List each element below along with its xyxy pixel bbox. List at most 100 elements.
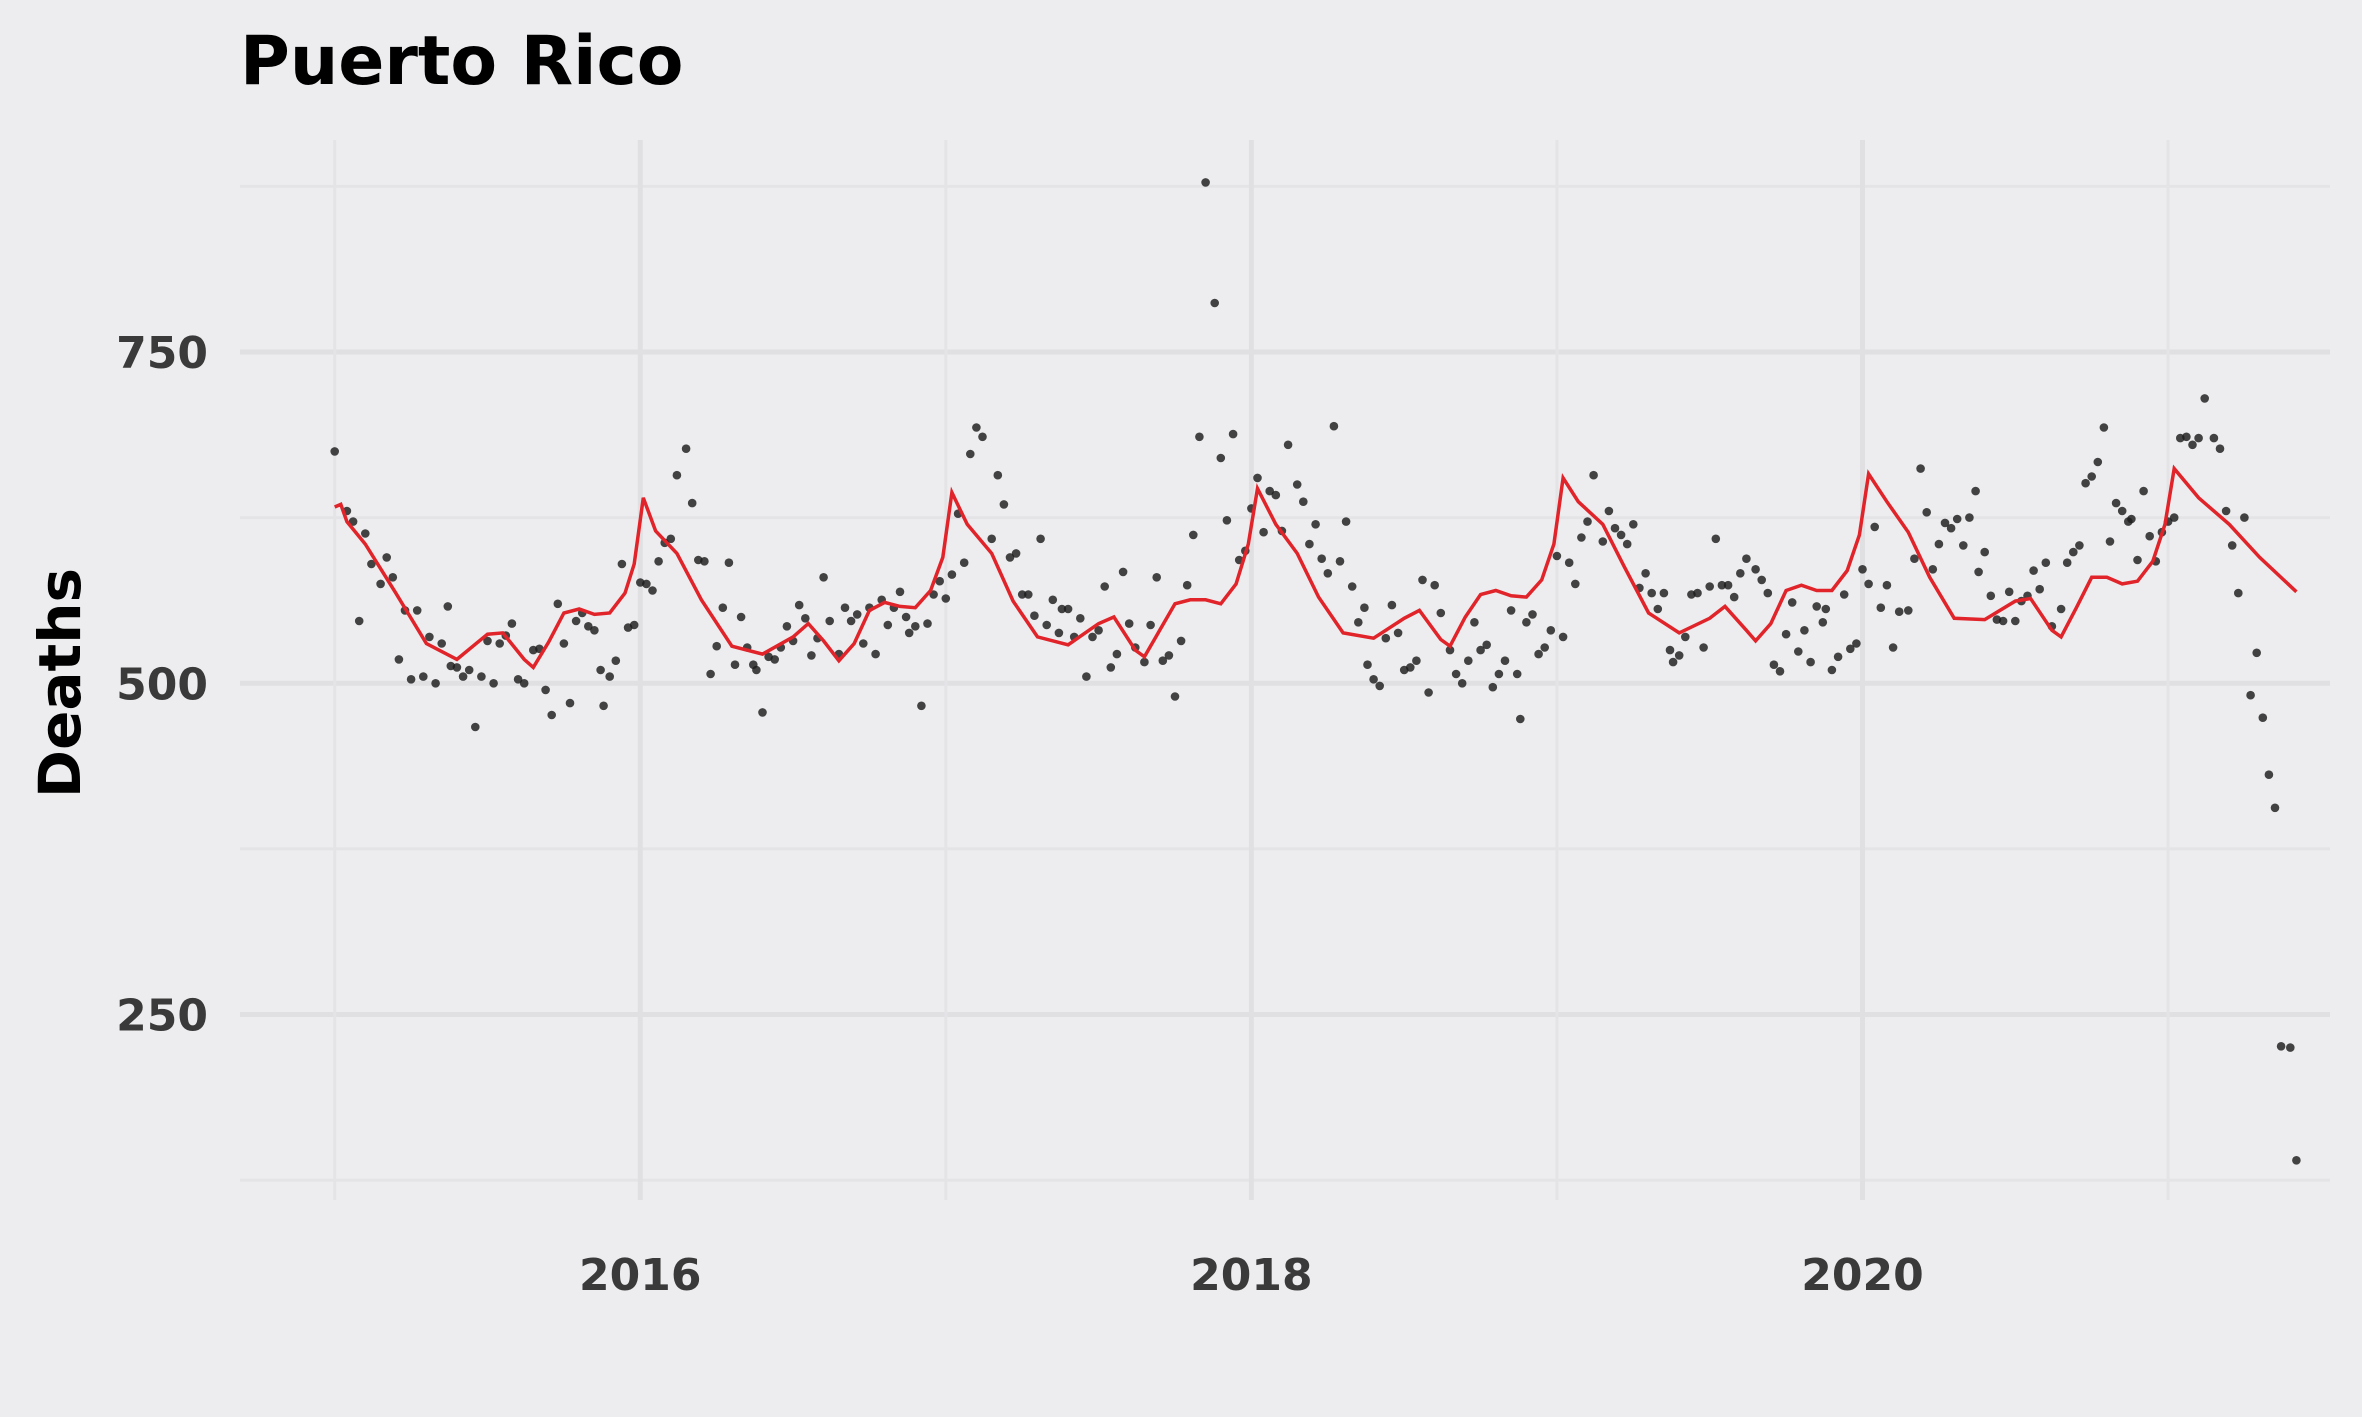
data-point <box>443 602 453 611</box>
data-point <box>1827 665 1837 675</box>
data-point <box>2004 587 2014 597</box>
data-point <box>923 619 932 628</box>
data-point <box>911 622 920 631</box>
data-point <box>1124 619 1134 628</box>
data-point <box>1445 645 1455 655</box>
data-point <box>1812 602 1821 611</box>
grid <box>240 140 2330 1200</box>
data-point <box>1610 523 1620 533</box>
data-point <box>1482 640 1491 650</box>
data-point <box>852 610 862 619</box>
data-point <box>376 579 385 589</box>
data-point <box>1558 632 1568 642</box>
data-point <box>1118 567 1128 577</box>
data-point <box>1506 606 1516 615</box>
data-point <box>1751 565 1760 574</box>
data-point <box>1354 618 1363 627</box>
data-point <box>752 665 761 675</box>
trend-lines <box>334 464 2298 671</box>
data-point <box>929 590 938 599</box>
data-point <box>883 620 893 630</box>
data-point <box>758 708 767 717</box>
data-point <box>1534 649 1543 659</box>
data-point <box>1818 618 1828 627</box>
data-point <box>1094 626 1103 635</box>
data-point <box>1852 639 1861 648</box>
data-point <box>2035 584 2044 594</box>
data-point <box>2215 444 2225 454</box>
data-point <box>1488 682 1498 692</box>
data-point <box>1781 629 1791 639</box>
data-point <box>2075 541 2084 550</box>
data-point <box>1048 595 1058 605</box>
data-point <box>2246 690 2255 700</box>
data-point <box>2105 537 2115 546</box>
data-point <box>464 665 474 675</box>
data-point <box>2182 432 2191 442</box>
data-point <box>1729 592 1739 602</box>
data-point <box>681 444 691 454</box>
data-point <box>1711 534 1721 544</box>
data-point <box>1152 573 1161 582</box>
data-point <box>1916 464 1925 473</box>
data-point <box>361 529 370 538</box>
data-point <box>2011 616 2020 626</box>
y-tick-label: 250 <box>116 991 208 1042</box>
data-point <box>825 616 834 626</box>
data-point <box>1500 656 1510 665</box>
data-point <box>1418 575 1427 585</box>
data-point <box>1598 537 1608 546</box>
data-point <box>730 660 740 669</box>
data-point <box>2258 713 2268 722</box>
data-point <box>2093 457 2103 467</box>
data-point <box>1665 645 1675 655</box>
data-point <box>1451 669 1461 679</box>
data-point <box>2188 440 2197 450</box>
data-point <box>419 672 428 681</box>
data-point <box>1928 565 1938 574</box>
data-point <box>1005 553 1015 562</box>
data-point <box>437 639 447 648</box>
data-point <box>553 599 563 609</box>
data-point <box>1030 611 1039 620</box>
data-point <box>1424 688 1433 697</box>
data-point <box>712 641 721 651</box>
data-point <box>1757 575 1766 585</box>
data-point <box>794 600 804 610</box>
data-point <box>993 470 1003 480</box>
data-point <box>1668 657 1678 667</box>
data-point <box>471 722 480 732</box>
data-point <box>1299 497 1308 507</box>
data-point <box>2194 433 2203 443</box>
data-point <box>1528 610 1537 619</box>
data-point <box>2270 803 2280 813</box>
data-point <box>507 619 517 628</box>
data-point <box>1317 554 1326 563</box>
data-point <box>700 557 709 566</box>
data-point <box>2041 558 2051 567</box>
data-point <box>1821 604 1831 614</box>
data-point <box>1076 614 1085 623</box>
data-point <box>1140 657 1149 667</box>
data-point <box>1112 649 1122 659</box>
data-point <box>541 685 550 695</box>
data-point <box>1158 656 1168 665</box>
data-point <box>1271 490 1281 500</box>
data-point <box>2200 394 2209 403</box>
x-tick-label: 2018 <box>1190 1250 1312 1301</box>
data-point <box>840 603 850 612</box>
data-point <box>1959 541 1968 550</box>
data-point <box>477 672 486 681</box>
y-tick-label: 500 <box>116 659 208 710</box>
data-point <box>1082 672 1091 681</box>
data-point <box>846 616 856 626</box>
data-point <box>1552 551 1562 561</box>
data-point <box>1806 657 1815 667</box>
data-point <box>330 447 340 456</box>
data-point <box>648 586 657 595</box>
data-point <box>1522 618 1531 627</box>
data-point <box>2234 588 2243 598</box>
data-point <box>2286 1043 2295 1052</box>
data-point <box>1253 473 1262 483</box>
data-point <box>1800 626 1809 635</box>
